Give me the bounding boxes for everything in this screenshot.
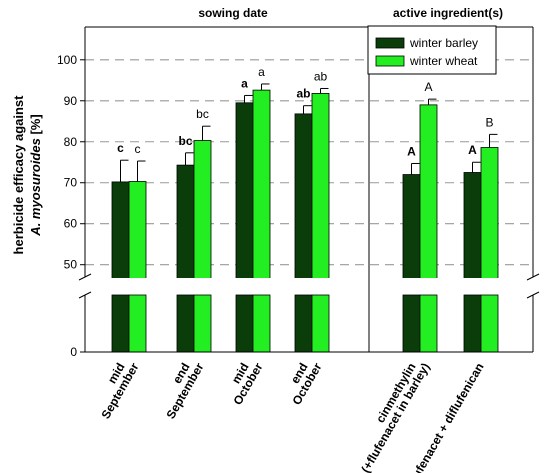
bar-wheat [419,104,438,282]
axis-break-mark [526,291,540,299]
y-axis-label-species: A. myosuroides [28,138,43,237]
significance-letter: A [468,143,477,157]
significance-letter: ab [314,69,328,83]
bar-barley [111,181,130,282]
significance-letter: c [117,141,124,155]
bar-lower-wheat [128,294,147,353]
bar-lower-barley [463,294,482,353]
y-tick-label: 90 [64,94,78,108]
bar-lower-wheat [193,294,212,353]
bar-barley [294,113,313,282]
significance-letter: B [485,115,493,129]
y-tick-label: 70 [64,176,78,190]
bar-barley [463,172,482,282]
axis-break-mark [526,273,540,281]
significance-letter: c [135,142,141,156]
y-tick-label: 0 [70,345,77,359]
significance-letter: bc [178,134,192,148]
bar-lower-wheat [419,294,438,353]
bar-wheat [193,140,212,282]
bar-wheat [480,147,499,282]
y-tick-label: 80 [64,135,78,149]
legend-swatch-barley [375,37,405,49]
significance-letter: a [241,76,248,90]
bar-barley [176,164,195,282]
bar-lower-barley [111,294,130,353]
bar-lower-wheat [480,294,499,353]
significance-letter: A [424,80,432,94]
axis-break-gap [75,278,543,294]
significance-letter: ab [296,87,310,101]
bars [111,83,499,353]
bar-barley [235,102,254,282]
y-axis-label-line2: A. myosuroides [%] [28,114,43,236]
axis-break-mark [78,291,92,299]
significance-letter: bc [196,107,209,121]
y-tick-label: 50 [64,258,78,272]
significance-letter: a [258,65,265,79]
legend-swatch-wheat [375,55,405,67]
y-tick-label: 60 [64,217,78,231]
legend-label-wheat: winter wheat [409,54,478,68]
panel-title-active-ingredients: active ingredient(s) [393,6,503,20]
bar-wheat [128,181,147,282]
legend-label-barley: winter barley [409,36,478,50]
bar-wheat [252,89,271,282]
panel-title-sowing-date: sowing date [198,6,268,20]
y-axis-label-unit: [%] [28,114,43,138]
legend: winter barley winter wheat [367,25,497,75]
axis-break-mark [78,273,92,281]
significance-letter: A [407,144,416,158]
bar-lower-wheat [252,294,271,353]
bar-lower-barley [294,294,313,353]
bar-lower-barley [235,294,254,353]
bar-barley [402,174,421,282]
y-tick-label: 100 [57,53,77,67]
bar-lower-wheat [311,294,330,353]
bar-lower-barley [402,294,421,353]
y-axis-label-line1: herbicide efficacy against [11,95,26,255]
bar-lower-barley [176,294,195,353]
bar-wheat [311,92,330,282]
